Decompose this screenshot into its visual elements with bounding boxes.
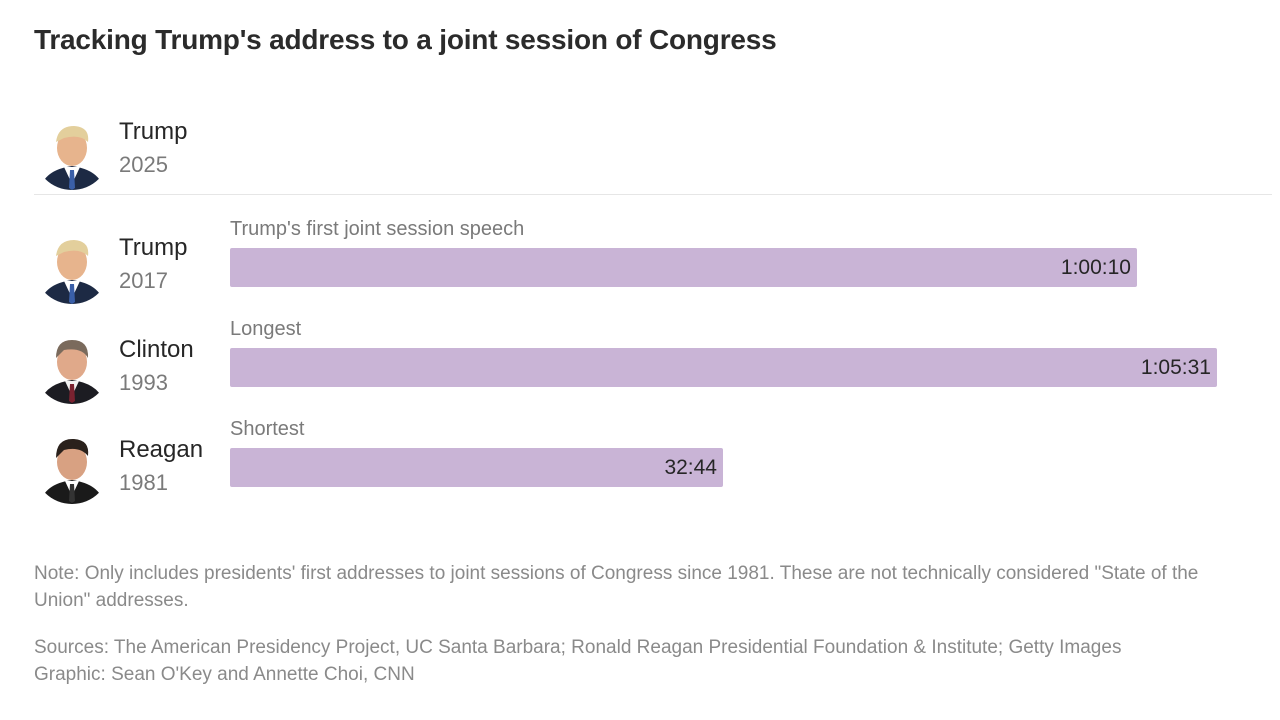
reagan-portrait-icon — [34, 428, 110, 504]
bar-value-label: 1:00:10 — [1060, 256, 1131, 279]
footnote: Note: Only includes presidents' first ad… — [34, 563, 1199, 611]
bar-row-clinton-1993: Clinton 1993 Longest 1:05:31 — [34, 316, 1272, 412]
chart-title: Tracking Trump's address to a joint sess… — [34, 24, 777, 55]
bar-trump-2017: 1:00:10 — [230, 248, 1137, 287]
trump-portrait-icon — [34, 228, 110, 304]
trump-portrait-icon — [34, 114, 110, 190]
bar-label: Trump's first joint session speech — [230, 218, 525, 240]
president-name: Clinton — [119, 336, 194, 363]
bar-row-reagan-1981: Reagan 1981 Shortest 32:44 — [34, 416, 1272, 512]
bar-reagan-1981: 32:44 — [230, 448, 723, 487]
president-year: 2017 — [119, 268, 168, 293]
bar-value-label: 1:05:31 — [1140, 356, 1211, 379]
bar-value-label: 32:44 — [664, 456, 717, 479]
divider — [34, 194, 1272, 195]
president-year: 1981 — [119, 470, 168, 495]
president-year: 1993 — [119, 370, 168, 395]
bar-label: Longest — [230, 318, 302, 340]
sources: Sources: The American Presidency Project… — [34, 634, 1254, 688]
sources-line: Sources: The American Presidency Project… — [34, 637, 1122, 658]
current-president-name: Trump — [119, 118, 188, 145]
bar-clinton-1993: 1:05:31 — [230, 348, 1217, 387]
president-name: Trump — [119, 234, 188, 261]
current-president-year: 2025 — [119, 152, 168, 177]
bar-row-trump-2017: Trump 2017 Trump's first joint session s… — [34, 216, 1272, 312]
bar-label: Shortest — [230, 418, 305, 440]
clinton-portrait-icon — [34, 328, 110, 404]
graphic-credit: Graphic: Sean O'Key and Annette Choi, CN… — [34, 664, 415, 685]
current-president-row: Trump 2025 — [34, 112, 1272, 192]
president-name: Reagan — [119, 436, 204, 463]
